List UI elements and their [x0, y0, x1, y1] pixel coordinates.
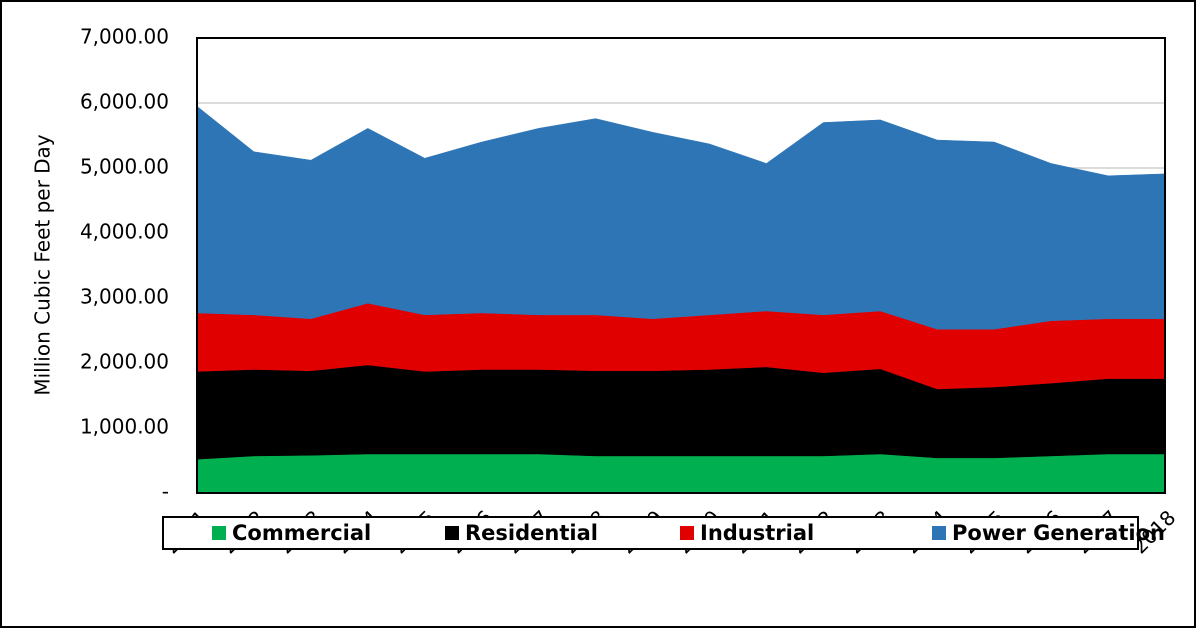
legend-label: Power Generation: [952, 521, 1165, 545]
legend: Commercial Residential Industrial Power Gen…: [162, 516, 1165, 550]
y-axis-label: Million Cubic Feet per Day: [31, 134, 55, 395]
y-tick-label: -: [162, 480, 169, 504]
y-tick-label: 4,000.00: [80, 220, 169, 244]
y-tick-label: 1,000.00: [80, 415, 169, 439]
y-tick-label: 3,000.00: [80, 285, 169, 309]
legend-label: Industrial: [700, 521, 814, 545]
legend-label: Commercial: [232, 521, 371, 545]
plot-border: [196, 37, 1166, 494]
y-tick-label: 7,000.00: [80, 25, 169, 49]
legend-swatch: [680, 526, 694, 540]
y-tick-label: 2,000.00: [80, 350, 169, 374]
area: [196, 453, 1166, 494]
y-tick-label: 6,000.00: [80, 90, 169, 114]
legend-swatch: [212, 526, 226, 540]
legend-box: [162, 516, 1139, 550]
legend-swatch: [445, 526, 459, 540]
legend-label: Residential: [465, 521, 598, 545]
legend-swatch: [932, 526, 946, 540]
y-tick-label: 5,000.00: [80, 155, 169, 179]
